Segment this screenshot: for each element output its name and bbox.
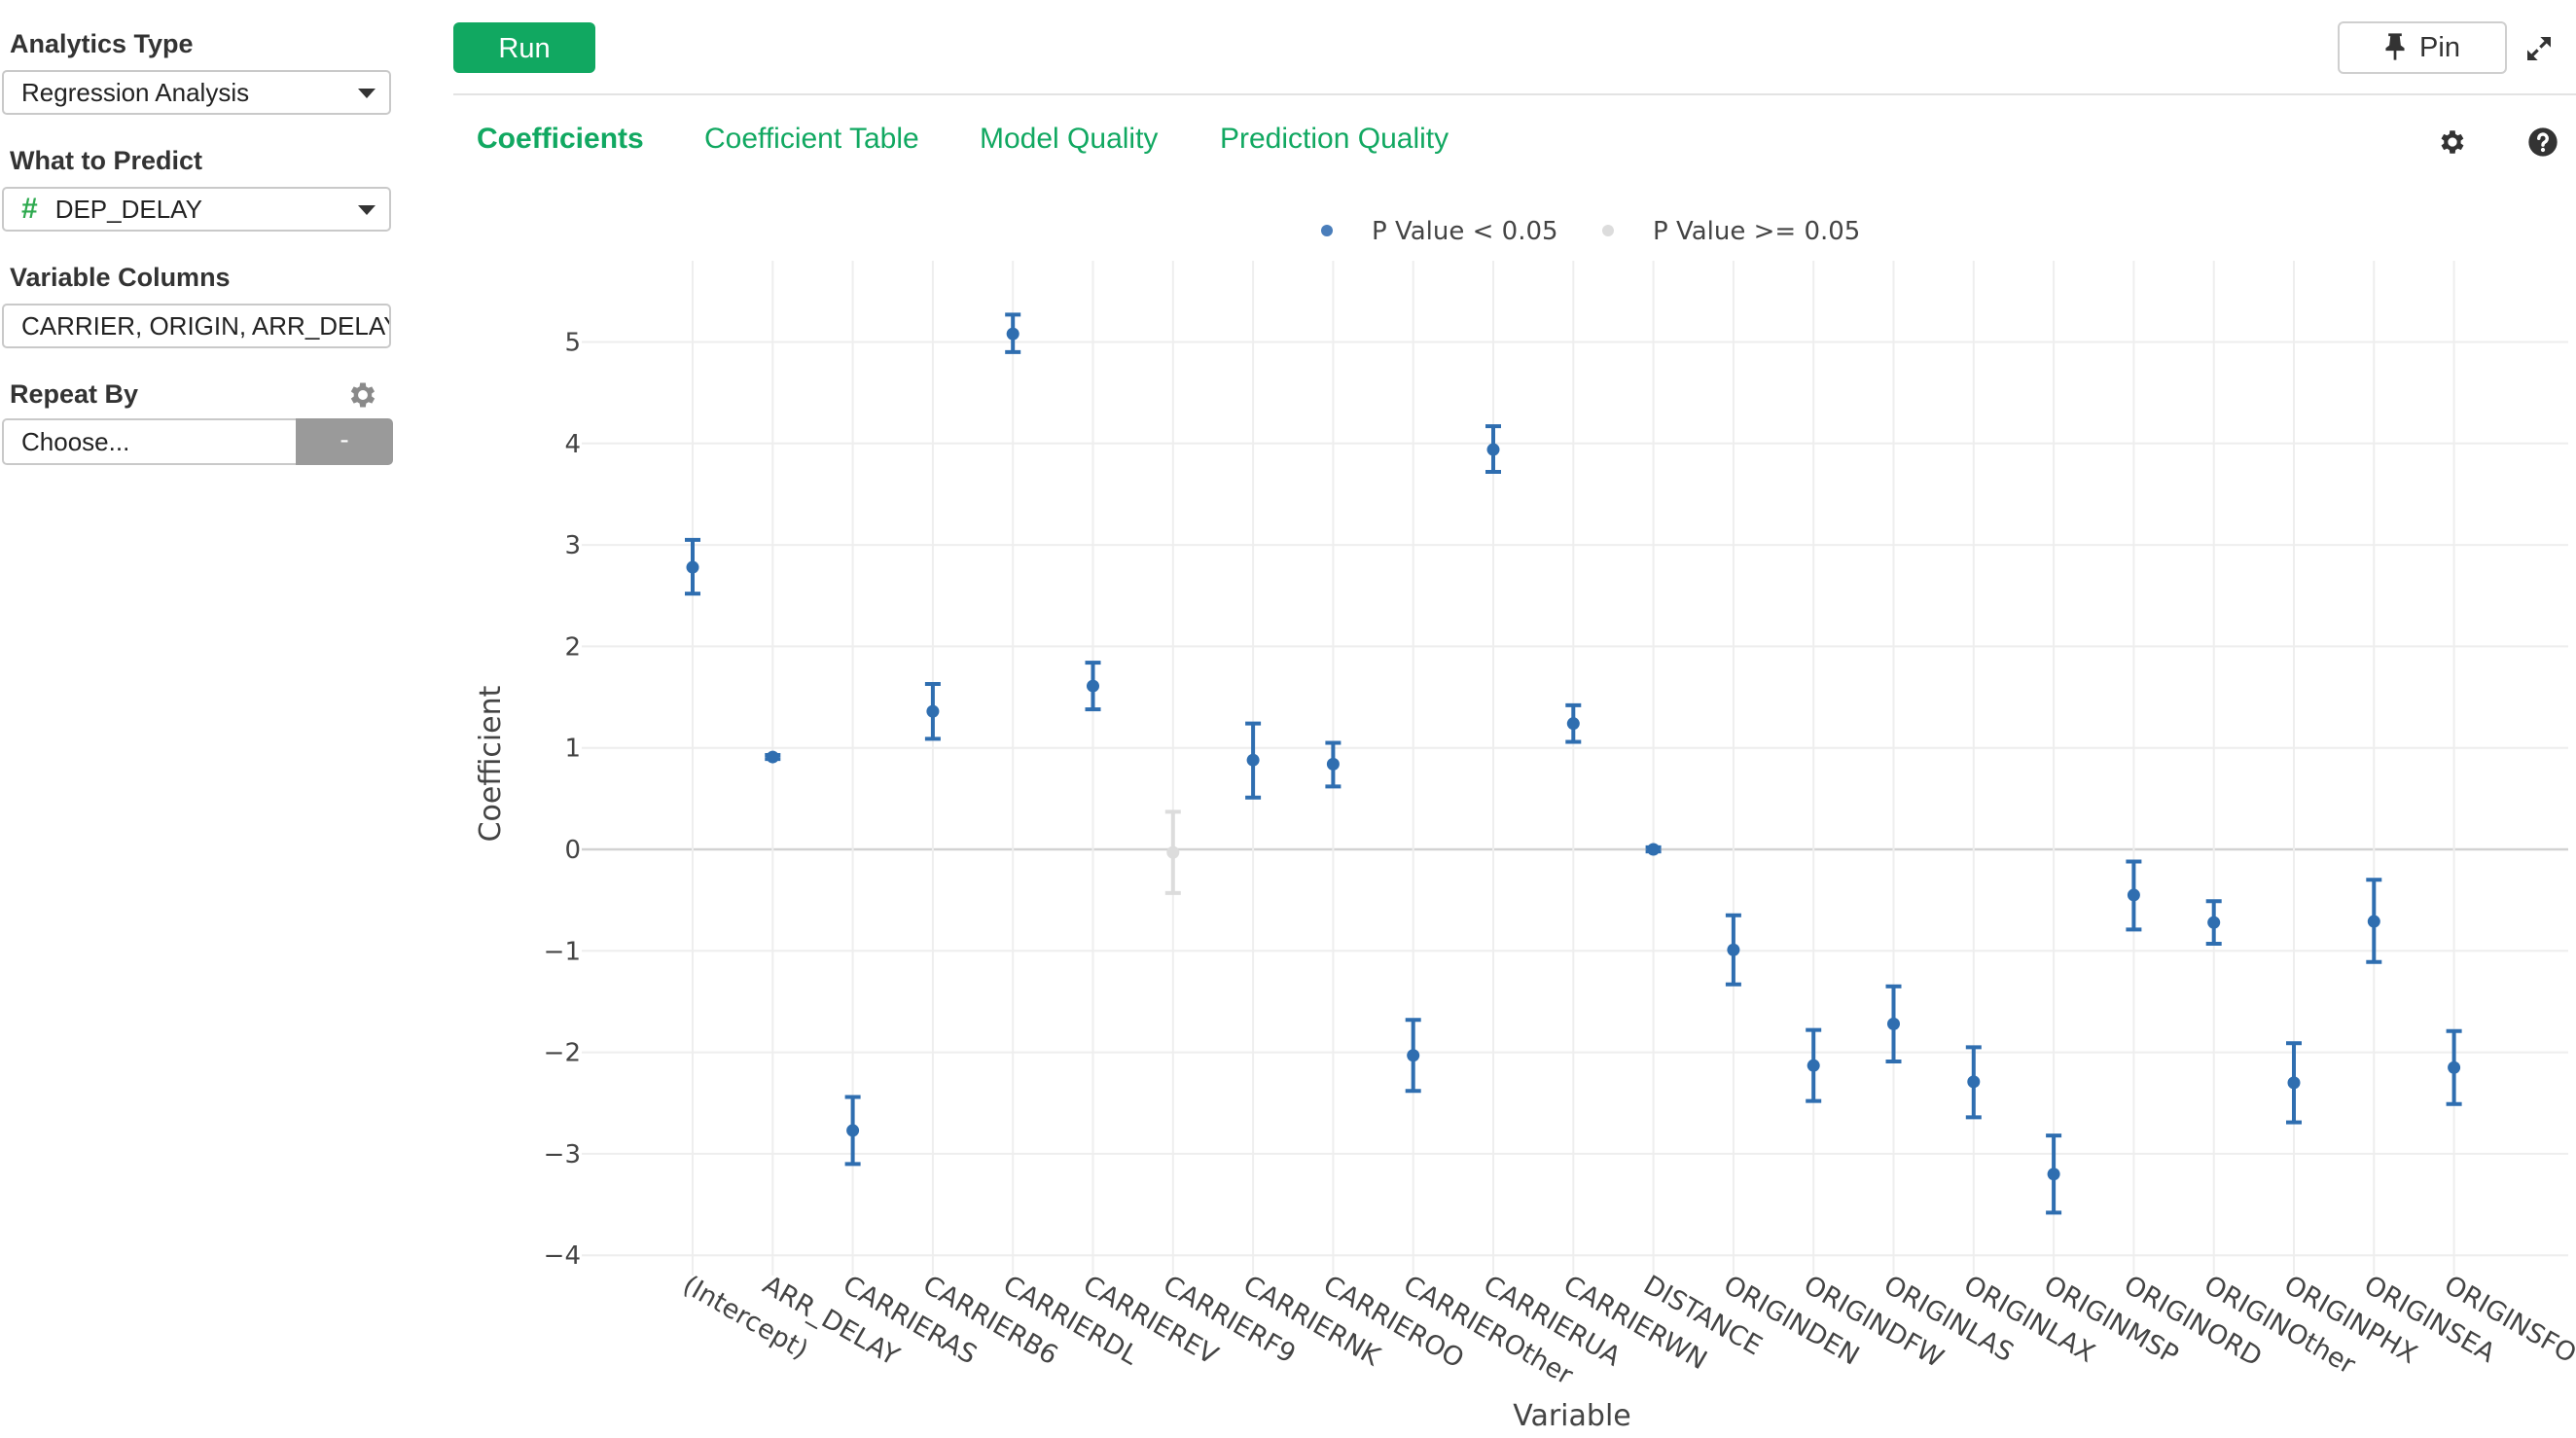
tab-coefficient-table[interactable]: Coefficient Table (704, 123, 919, 155)
coefficient-point-originden (1725, 913, 1741, 987)
coefficient-marker (2287, 1076, 2301, 1090)
x-axis-title: Variable (1513, 1399, 1630, 1433)
coefficient-marker (1326, 757, 1340, 771)
coefficient-point-originother (2205, 899, 2222, 946)
y-tick-label: 5 (564, 329, 581, 358)
tab-coefficients[interactable]: Coefficients (477, 123, 644, 155)
coefficient-point-originsfo (2446, 1028, 2462, 1106)
y-tick-label: −1 (544, 937, 581, 966)
repeat-by-input[interactable]: Choose... (2, 418, 298, 465)
coefficient-marker (1006, 327, 1020, 341)
coefficient-marker (1246, 753, 1260, 767)
y-axis-title: Coefficient (474, 685, 508, 842)
chart-marks (685, 312, 2462, 1215)
coefficient-marker (2448, 1061, 2461, 1074)
coefficient-point-intercept (685, 537, 700, 596)
coefficient-marker (1166, 845, 1180, 859)
run-button[interactable]: Run (453, 22, 595, 73)
coefficient-marker (1647, 843, 1661, 856)
coefficient-point-carrieras (844, 1095, 861, 1167)
legend-label-significant: P Value < 0.05 (1372, 217, 1558, 246)
coefficient-marker (766, 750, 779, 764)
coefficient-marker (2367, 915, 2380, 928)
coefficient-point-carriernk (1245, 721, 1262, 800)
tab-prediction-quality[interactable]: Prediction Quality (1220, 123, 1449, 155)
legend-marker-not-significant (1602, 225, 1614, 236)
coefficient-marker (2127, 888, 2140, 902)
y-axis: −4 −3 −2 −1 0 1 2 3 4 5 (544, 329, 581, 1272)
expand-icon[interactable] (2523, 33, 2555, 64)
analytics-type-value: Regression Analysis (21, 78, 250, 107)
sidebar: Analytics Type Regression Analysis What … (0, 0, 399, 1438)
y-tick-label: −3 (544, 1140, 581, 1169)
coefficient-point-carrierf9 (1164, 809, 1181, 895)
numeric-hash-icon: # (21, 193, 38, 225)
y-tick-label: 0 (564, 836, 581, 865)
variable-columns-label: Variable Columns (10, 263, 231, 292)
help-icon[interactable] (2527, 126, 2558, 158)
coefficient-point-originmsp (2046, 1133, 2062, 1215)
pin-icon (2385, 33, 2405, 60)
coefficient-point-originphx (2286, 1041, 2302, 1125)
coefficient-point-carrierdl (1005, 312, 1021, 354)
coefficient-marker (846, 1124, 860, 1137)
chart-legend: P Value < 0.05 P Value >= 0.05 (1321, 217, 1860, 246)
gear-icon[interactable] (2437, 126, 2468, 158)
y-tick-label: −2 (544, 1039, 581, 1068)
coefficient-marker (926, 704, 940, 718)
coefficient-marker (1566, 717, 1580, 731)
legend-label-not-significant: P Value >= 0.05 (1653, 217, 1860, 246)
coefficient-point-carrierua (1485, 424, 1501, 475)
gear-icon[interactable] (346, 378, 379, 412)
repeat-by-label: Repeat By (10, 379, 139, 409)
predict-label: What to Predict (10, 146, 203, 175)
coefficient-marker (1887, 1017, 1900, 1030)
x-axis: (Intercept)ARR_DELAYCARRIERASCARRIERB6CA… (678, 1270, 2576, 1391)
coefficient-point-carrierev (1085, 661, 1101, 712)
coefficient-marker (1967, 1075, 1981, 1089)
coefficient-marker (1727, 943, 1740, 956)
predict-select[interactable]: # DEP_DELAY (2, 187, 391, 232)
repeat-by-clear-button[interactable]: - (296, 418, 393, 465)
variable-columns-input[interactable]: CARRIER, ORIGIN, ARR_DELAY (2, 304, 391, 348)
chart-grid (582, 261, 2568, 1276)
y-tick-label: 2 (564, 632, 581, 662)
analytics-type-label: Analytics Type (10, 29, 194, 58)
coefficient-point-carrierb6 (924, 681, 941, 741)
coefficient-marker (1486, 443, 1500, 456)
coefficient-point-distance (1645, 843, 1662, 856)
coefficient-marker (1087, 679, 1099, 693)
chevron-down-icon (358, 205, 376, 215)
coefficient-point-originsea (2366, 878, 2382, 964)
coefficient-marker (686, 560, 699, 574)
chevron-down-icon (358, 89, 376, 98)
coefficient-point-carrierother (1405, 1018, 1421, 1094)
coefficient-point-originlas (1885, 984, 1902, 1063)
y-tick-label: 3 (564, 531, 581, 560)
analytics-type-select[interactable]: Regression Analysis (2, 70, 391, 115)
coefficient-point-origindfw (1806, 1027, 1822, 1103)
coefficient-marker (2207, 916, 2221, 929)
pin-button[interactable]: Pin (2338, 21, 2507, 74)
legend-marker-significant (1321, 225, 1333, 236)
pin-label: Pin (2419, 32, 2460, 63)
coefficient-marker (1407, 1049, 1420, 1062)
toolbar-divider (453, 93, 2576, 95)
coefficient-marker (1807, 1059, 1820, 1072)
coefficient-point-carrieroo (1325, 740, 1342, 789)
coefficient-marker (2047, 1168, 2060, 1181)
variable-columns-value: CARRIER, ORIGIN, ARR_DELAY (21, 311, 391, 341)
coefficient-point-originlax (1965, 1045, 1982, 1120)
y-tick-label: −4 (544, 1241, 581, 1271)
coefficient-point-originord (2126, 859, 2142, 932)
coefficient-point-arrdelay (765, 750, 781, 764)
y-tick-label: 4 (564, 430, 581, 459)
coefficient-point-carrierwn (1565, 702, 1582, 744)
predict-value: DEP_DELAY (54, 195, 202, 224)
tab-model-quality[interactable]: Model Quality (980, 123, 1159, 155)
y-tick-label: 1 (564, 735, 581, 764)
